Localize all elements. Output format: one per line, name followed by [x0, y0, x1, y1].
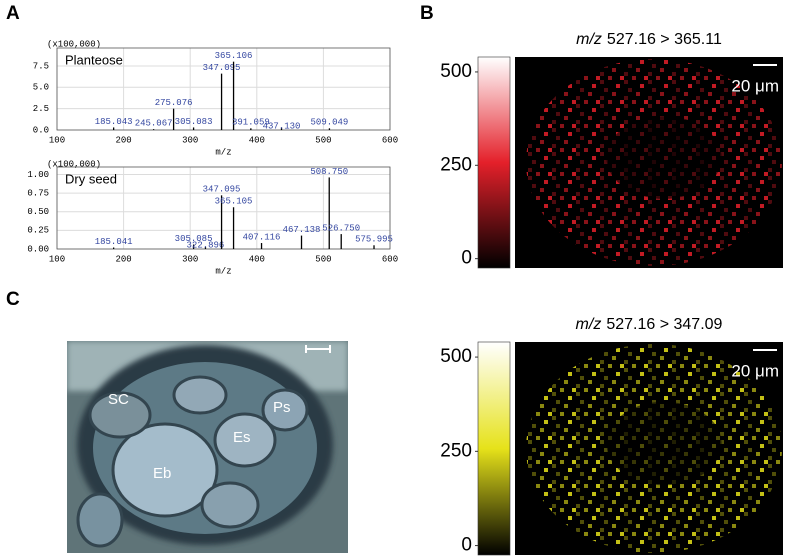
tissue-label: Eb	[153, 465, 171, 482]
peak-label: 275.076	[155, 98, 193, 108]
tissue-label: Ps	[273, 399, 291, 416]
y-tick-label: 7.5	[33, 61, 49, 71]
x-axis-label: m/z	[215, 266, 231, 276]
colorbar-label: 500	[440, 61, 472, 82]
x-axis-label: m/z	[215, 147, 231, 157]
panel-letter: C	[6, 289, 20, 310]
plot-frame	[56, 166, 391, 250]
title-italic: m/z	[576, 316, 602, 333]
tissue-label: SC	[108, 391, 129, 408]
x-tick-label: 400	[249, 135, 265, 145]
peak-label: 185.043	[95, 117, 133, 127]
peak-label: 509.049	[311, 118, 349, 128]
colorbar-label: 250	[440, 440, 472, 461]
plot-frame	[56, 47, 391, 131]
peak-label: 526.750	[322, 223, 360, 233]
peak-label: 467.138	[283, 225, 321, 235]
peak-label: 305.083	[175, 117, 213, 127]
title-text: 527.16 > 347.09	[606, 316, 722, 333]
y-tick-label: 0.75	[27, 188, 49, 198]
tissue-core	[606, 401, 722, 486]
x-tick-label: 600	[382, 254, 398, 264]
colorbar	[477, 56, 511, 269]
y-tick-label: 2.5	[33, 104, 49, 114]
peak-label: 508.750	[310, 167, 348, 177]
peak-label: 245.067	[135, 119, 173, 129]
colorbar-label: 0	[461, 248, 472, 269]
y-tick-label: 5.0	[33, 83, 49, 93]
peak-label: 365.106	[215, 51, 253, 61]
title-italic: m/z	[576, 31, 602, 48]
x-tick-label: 500	[315, 254, 331, 264]
y-tick-label: 0.00	[27, 244, 49, 254]
y-tick-label: 1.00	[27, 170, 49, 180]
tissue-label: Es	[233, 429, 251, 446]
x-tick-label: 400	[249, 254, 265, 264]
colorbar-label: 250	[440, 154, 472, 175]
peak-label: 365.105	[215, 197, 253, 207]
panel-letter: B	[420, 3, 434, 24]
colorbar-label: 0	[461, 535, 472, 556]
colorbar	[477, 341, 511, 556]
peak-label: 437.130	[263, 121, 301, 131]
scale-label: 20 μm	[731, 361, 779, 380]
spectrum-title: Dry seed	[65, 171, 117, 186]
peak-label: 391.059	[232, 118, 270, 128]
x-tick-label: 300	[182, 254, 198, 264]
tissue-core	[606, 116, 722, 199]
x-tick-label: 200	[115, 135, 131, 145]
peak-label: 407.116	[243, 232, 281, 242]
x-tick-label: 100	[49, 254, 65, 264]
scale-label: 20 μm	[731, 76, 779, 95]
peak-label: 322.896	[187, 240, 225, 250]
x-tick-label: 100	[49, 135, 65, 145]
x-tick-label: 300	[182, 135, 198, 145]
peak-label: 575.995	[355, 235, 393, 245]
multiplier: (x100,000)	[47, 159, 101, 169]
panel-letter: A	[6, 3, 20, 24]
x-tick-label: 600	[382, 135, 398, 145]
y-tick-label: 0.0	[33, 125, 49, 135]
multiplier: (x100,000)	[47, 39, 101, 49]
y-tick-label: 0.25	[27, 226, 49, 236]
x-tick-label: 500	[315, 135, 331, 145]
spectrum-title: Planteose	[65, 52, 123, 67]
colorbar-label: 500	[440, 346, 472, 367]
peak-label: 347.095	[203, 63, 241, 73]
x-tick-label: 200	[115, 254, 131, 264]
peak-label: 347.095	[203, 185, 241, 195]
heatmap-title: m/z 527.16 > 365.11	[576, 31, 722, 48]
peak-label: 305.085	[175, 234, 213, 244]
y-tick-label: 0.50	[27, 207, 49, 217]
heatmap-title: m/z 527.16 > 347.09	[576, 316, 723, 333]
micrograph-labels: SC Eb Es Ps	[108, 391, 291, 482]
title-text: 527.16 > 365.11	[607, 31, 722, 48]
micrograph	[67, 341, 348, 553]
peak-label: 185.041	[95, 237, 133, 247]
